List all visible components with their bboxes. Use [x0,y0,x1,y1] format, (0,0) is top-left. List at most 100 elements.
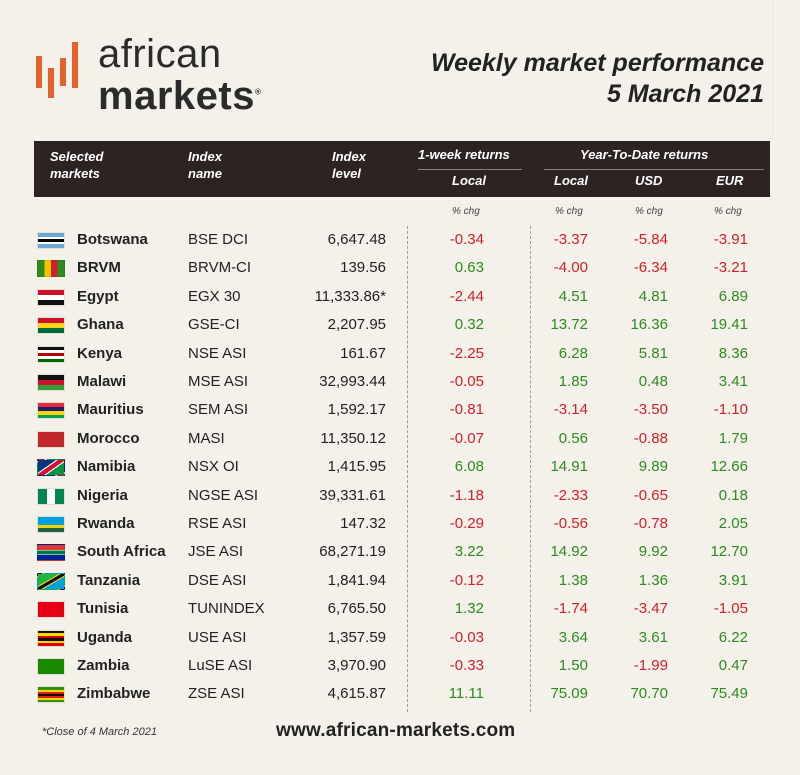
index-name: EGX 30 [188,287,241,305]
index-name: NSX OI [188,458,239,476]
table-row: Egypt EGX 30 11,333.86* -2.44 4.51 4.81 6.89 [0,283,800,311]
ytd-local-return: 1.50 [558,657,588,674]
ytd-eur-return: 19.41 [710,316,748,334]
ytd-usd-return: -1.99 [633,657,668,674]
ytd-local-return: 6.28 [558,344,588,362]
index-name: USE ASI [188,628,247,646]
ytd-eur-return: -3.91 [713,231,748,248]
country-name: Botswana [77,231,148,248]
ytd-eur-return: 3.91 [718,571,748,589]
week-local-return: -0.34 [449,231,484,248]
week-local-return: -0.29 [449,515,484,532]
country-name: BRVM [77,259,121,277]
week-local-return: -0.12 [449,571,484,589]
table-row: Zimbabwe ZSE ASI 4,615.87 11.11 75.09 70.70 75… [0,680,800,708]
ghana-flag-icon [37,317,65,335]
index-name: ZSE ASI [188,685,245,703]
col-index-level: Index level [332,149,366,181]
table-header: Selected markets Index name Index level … [34,141,770,197]
ytd-local-return: 14.91 [550,458,588,476]
logo-line1: african [98,32,222,76]
ytd-eur-return: 0.47 [718,657,748,674]
country-name: Zimbabwe [77,685,151,703]
ytd-local-return: 75.09 [550,685,588,703]
ytd-usd-return: -0.78 [633,515,668,532]
pct-chg-label: % chg [714,206,742,217]
index-level: 4,615.87 [327,685,386,703]
ytd-eur-return: 2.05 [718,515,748,532]
frame-line [772,0,773,140]
week-local-return: -0.81 [449,401,484,419]
country-name: Nigeria [77,486,128,504]
index-level: 39,331.61 [319,486,386,504]
week-local-return: -0.03 [449,628,484,646]
ytd-local-return: -1.74 [553,600,588,618]
country-name: Namibia [77,458,136,476]
page-title: Weekly market performance [430,49,764,77]
index-name: NGSE ASI [188,486,259,504]
index-name: LuSE ASI [188,657,253,674]
column-divider [530,226,531,712]
table-row: BRVM BRVM-CI 139.56 0.63 -4.00 -6.34 -3.21 [0,254,800,282]
table-row: Uganda USE ASI 1,357.59 -0.03 3.64 3.61 6.22 [0,624,800,652]
page-date: 5 March 2021 [606,80,764,109]
ytd-usd-return: -3.47 [633,600,668,618]
website-link[interactable]: www.african-markets.com [276,720,516,741]
ytd-local-return: 13.72 [550,316,588,334]
table-row: Rwanda RSE ASI 147.32 -0.29 -0.56 -0.78 2.05 [0,510,800,538]
index-level: 6,765.50 [327,600,386,618]
ytd-usd-return: 0.48 [638,373,668,390]
index-level: 1,357.59 [327,628,386,646]
ytd-usd-return: 16.36 [630,316,668,334]
pct-chg-label: % chg [555,206,583,217]
col-week-local: Local [452,173,486,188]
table-row: Kenya NSE ASI 161.67 -2.25 6.28 5.81 8.36 [0,340,800,368]
table-row: Botswana BSE DCI 6,647.48 -0.34 -3.37 -5.84 -3… [0,226,800,254]
country-name: Morocco [77,429,140,447]
table-row: Tunisia TUNINDEX 6,765.50 1.32 -1.74 -3.47 -1.… [0,595,800,623]
mauritius-flag-icon [37,402,65,420]
country-name: Egypt [77,287,119,305]
country-name: Zambia [77,657,130,674]
week-local-return: 3.22 [454,543,484,561]
ytd-local-return: -2.33 [553,486,588,504]
ytd-eur-return: 6.89 [718,287,748,305]
table-row: Zambia LuSE ASI 3,970.90 -0.33 1.50 -1.99 0.47 [0,652,800,680]
zimbabwe-flag-icon [37,686,65,704]
index-level: 11,350.12 [320,429,386,447]
country-name: Ghana [77,316,124,334]
ytd-usd-return: 1.36 [638,571,668,589]
ytd-eur-return: 3.41 [718,373,748,390]
ytd-local-return: 0.56 [558,429,588,447]
ytd-eur-return: 12.66 [710,458,748,476]
week-local-return: -0.05 [449,373,484,390]
index-name: TUNINDEX [188,600,265,618]
index-level: 68,271.19 [319,543,386,561]
ytd-usd-return: -0.88 [633,429,668,447]
ytd-eur-return: 0.18 [718,486,748,504]
egypt-flag-icon [37,288,65,306]
ytd-eur-return: -1.05 [713,600,748,618]
ytd-local-return: 1.85 [558,373,588,390]
week-local-return: -1.18 [449,486,484,504]
col-ytd-local: Local [554,173,588,188]
column-divider [407,226,408,712]
ytd-eur-return: -3.21 [713,259,748,277]
index-level: 1,415.95 [327,458,386,476]
ytd-usd-return: 9.89 [638,458,668,476]
ytd-usd-return: -5.84 [633,231,668,248]
rwanda-flag-icon [37,516,65,533]
index-name: NSE ASI [188,344,247,362]
country-name: Rwanda [77,515,135,532]
malawi-flag-icon [37,374,65,391]
ytd-local-return: 4.51 [558,287,588,305]
table-row: Ghana GSE-CI 2,207.95 0.32 13.72 16.36 19.41 [0,311,800,339]
index-level: 3,970.90 [327,657,386,674]
country-name: Tanzania [77,571,141,589]
ytd-eur-return: 1.79 [718,429,748,447]
index-level: 139.56 [340,259,386,277]
index-level: 32,993.44 [319,373,386,390]
week-local-return: 1.32 [454,600,484,618]
ytd-eur-return: -1.10 [713,401,748,419]
country-name: South Africa [77,543,166,561]
